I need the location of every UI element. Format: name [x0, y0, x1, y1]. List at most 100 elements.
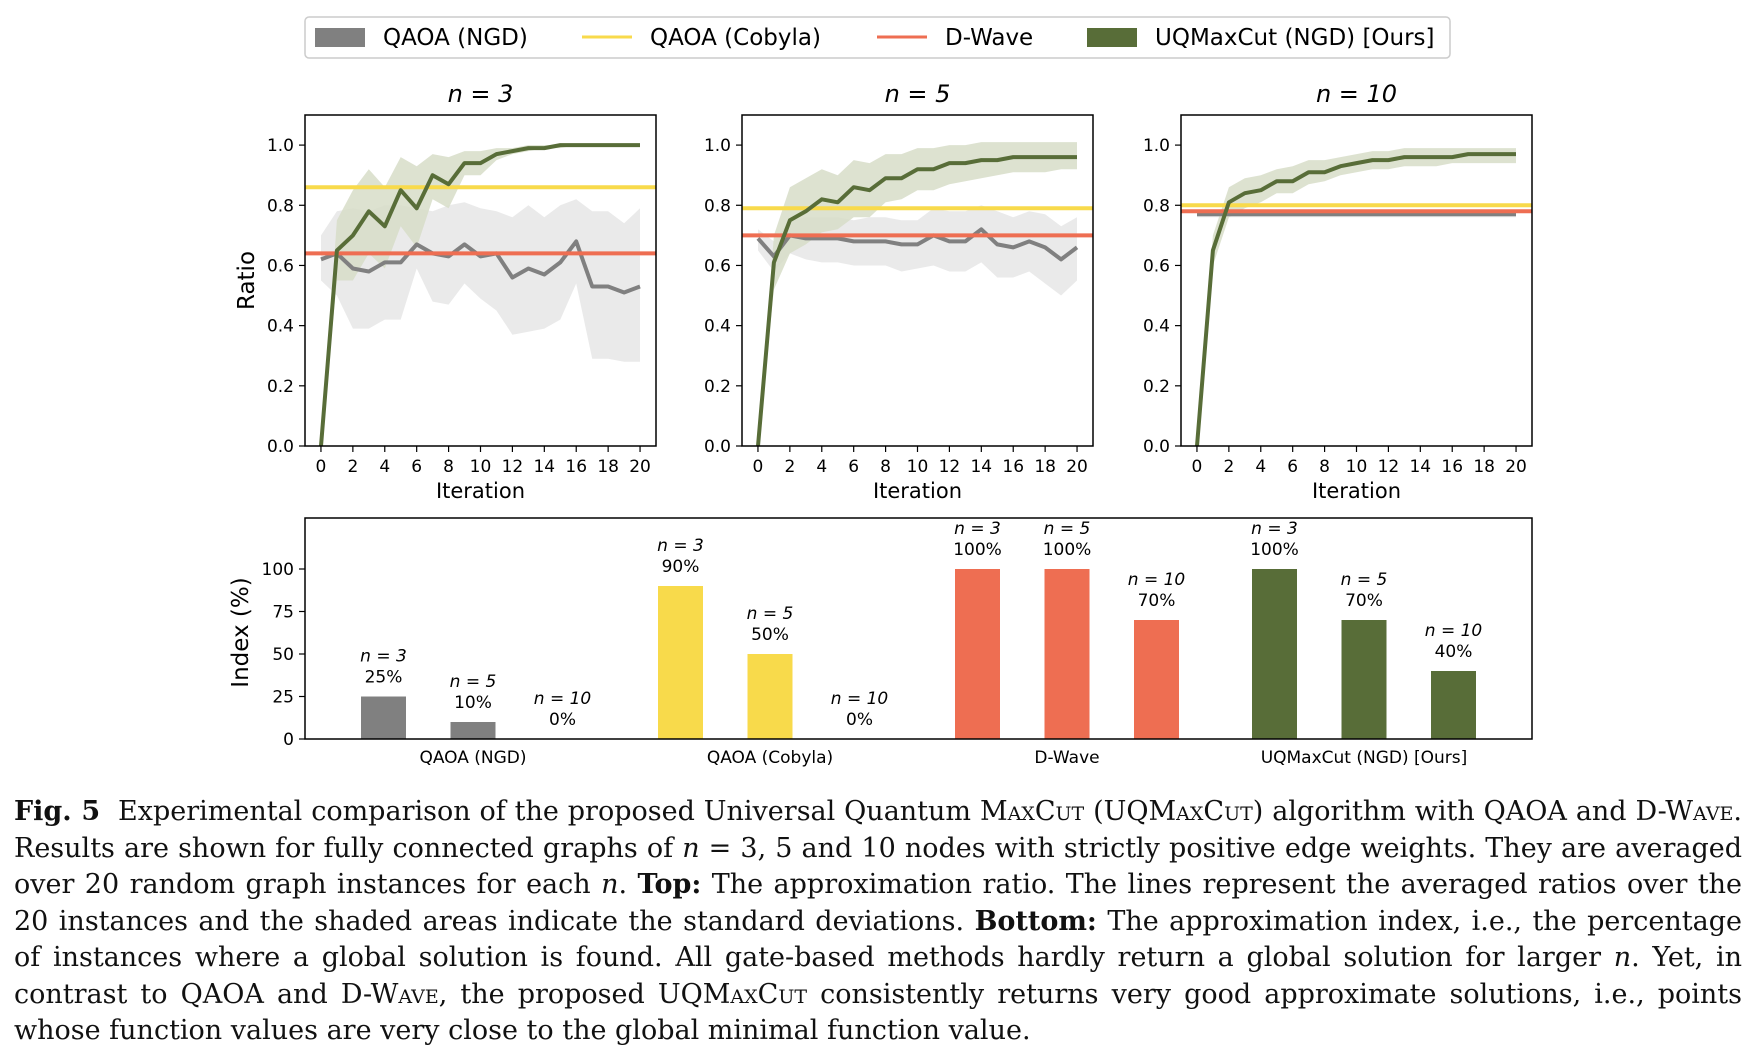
figure-caption: Fig. 5 Experimental comparison of the pr… [14, 794, 1742, 1050]
bar-value-label: 100% [953, 540, 1002, 560]
bar-n-label: n = 3 [657, 536, 704, 556]
y-tick-label: 0.8 [704, 196, 731, 216]
y-tick-label: 50 [272, 645, 294, 665]
x-tick-label: 4 [816, 457, 827, 477]
caption-term: UQMaxCut [657, 978, 808, 1010]
caption-bottom-label: Bottom: [974, 905, 1097, 937]
x-tick-label: 20 [1505, 457, 1527, 477]
caption-text: ( [1084, 796, 1104, 827]
y-tick-label: 100 [262, 560, 294, 580]
series-line [319, 143, 640, 446]
y-tick-label: 0.8 [1143, 196, 1170, 216]
caption-text: = 3, 5 and 10 nodes with strictly positi… [14, 832, 1742, 901]
caption-text: Experimental comparison of the proposed … [118, 796, 980, 827]
panel-title: n = 3 [448, 80, 514, 108]
caption-term: D-Wave [1635, 796, 1734, 827]
x-tick-label: 2 [347, 457, 358, 477]
bar-value-label: 100% [1043, 540, 1092, 560]
y-tick-label: 0.6 [267, 256, 294, 276]
x-tick-label: 18 [1473, 457, 1495, 477]
series-line [1195, 152, 1516, 446]
bar-value-label: 70% [1345, 591, 1383, 611]
x-tick-label: 2 [784, 457, 795, 477]
panel-title: n = 10 [1316, 80, 1397, 108]
x-tick-label: 4 [379, 457, 390, 477]
category-label: D-Wave [1034, 748, 1099, 768]
y-tick-label: 25 [272, 688, 294, 708]
y-tick-label: 0.4 [267, 317, 294, 337]
legend-label: UQMaxCut (NGD) [Ours] [1155, 25, 1435, 51]
caption-text: consistently returns very good approxima… [14, 978, 1743, 1047]
y-tick-label: 0.0 [704, 437, 731, 457]
bar-n-label: n = 5 [450, 672, 497, 692]
bar-chart: n = 325% n = 510% n = 100%QAOA (NGD)n = 39… [228, 517, 1533, 768]
x-tick-label: 6 [411, 457, 422, 477]
bar-n-label: n = 3 [360, 647, 407, 667]
x-tick-label: 6 [848, 457, 859, 477]
x-tick-label: 16 [1002, 457, 1024, 477]
y-tick-label: 0.0 [267, 437, 294, 457]
x-tick-label: 20 [629, 457, 651, 477]
bar [1134, 620, 1179, 739]
caption-math: n [1613, 942, 1632, 973]
std-band [758, 142, 1077, 446]
x-tick-label: 12 [939, 457, 961, 477]
bar [658, 586, 703, 739]
bar-value-label: 50% [751, 625, 789, 645]
y-tick-label: 0.0 [1143, 437, 1170, 457]
bar-value-label: 40% [1435, 642, 1473, 662]
bar [955, 569, 1000, 739]
std-band [321, 199, 640, 362]
bar [1431, 671, 1476, 739]
bar-group: n = 390% n = 550% n = 100% QAOA (Cobyla) [657, 536, 888, 768]
bar [1252, 569, 1297, 739]
y-tick-label: 1.0 [704, 136, 731, 156]
series-line [756, 227, 1079, 262]
x-tick-label: 14 [1409, 457, 1431, 477]
caption-term: MaxCut [979, 796, 1085, 827]
category-label: QAOA (Cobyla) [707, 748, 833, 768]
bar-n-label: n = 10 [831, 689, 888, 709]
caption-math: n [682, 832, 700, 864]
bar-n-label: n = 5 [747, 604, 794, 624]
y-tick-label: 0.2 [704, 377, 731, 397]
bar [1044, 569, 1090, 739]
bar [361, 696, 406, 739]
legend-label: D-Wave [945, 25, 1033, 51]
bar-n-label: n = 10 [1425, 621, 1482, 641]
bar-n-label: n = 10 [534, 689, 591, 709]
caption-top-label: Top: [637, 869, 702, 900]
legend-swatch [1087, 28, 1137, 47]
panel-title: n = 5 [885, 80, 951, 108]
axes-frame [304, 517, 1533, 740]
y-tick-label: 0.4 [1143, 317, 1170, 337]
std-band [321, 145, 640, 446]
y-tick-label: 0.4 [704, 317, 731, 337]
bar-value-label: 70% [1138, 591, 1176, 611]
caption-term: QAOA [1483, 796, 1567, 827]
x-tick-label: 0 [1192, 457, 1203, 477]
x-axis-label: Iteration [1312, 479, 1401, 503]
x-tick-label: 8 [443, 457, 454, 477]
x-axis-label: Iteration [436, 479, 525, 503]
y-axis-label: Ratio [234, 251, 260, 310]
y-tick-label: 75 [272, 603, 294, 623]
series-line [756, 155, 1077, 446]
x-tick-label: 6 [1287, 457, 1298, 477]
x-tick-label: 12 [1378, 457, 1400, 477]
caption-math: n [601, 869, 619, 900]
plot-area [742, 142, 1093, 446]
series-line [320, 239, 641, 295]
bar-n-label: n = 10 [1128, 570, 1185, 590]
caption-term: D-Wave [340, 978, 439, 1010]
caption-figure-label: Fig. 5 [14, 796, 101, 827]
legend-label: QAOA (Cobyla) [650, 25, 821, 51]
y-tick-label: 0.6 [704, 256, 731, 276]
x-tick-label: 14 [533, 457, 555, 477]
x-tick-label: 4 [1255, 457, 1266, 477]
x-tick-label: 0 [753, 457, 764, 477]
x-tick-label: 18 [597, 457, 619, 477]
caption-text: The approximation index, i.e., the perce… [14, 905, 1742, 974]
y-tick-label: 1.0 [1143, 136, 1170, 156]
